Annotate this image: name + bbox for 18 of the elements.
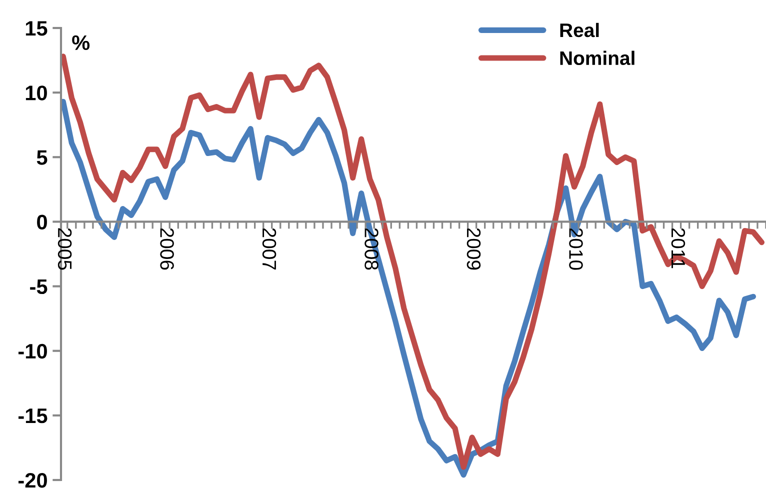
y-tick-label: -15 bbox=[18, 408, 48, 424]
y-axis-title: % bbox=[72, 35, 90, 50]
y-tick-label: 5 bbox=[36, 150, 48, 165]
y-tick-label: 0 bbox=[37, 214, 47, 230]
x-tick-label: 2006 bbox=[160, 228, 174, 270]
x-tick-label: 2005 bbox=[58, 228, 72, 270]
y-tick-label: -20 bbox=[18, 473, 47, 488]
x-tick-label: 2008 bbox=[364, 228, 378, 270]
legend-label: Nominal bbox=[560, 50, 634, 66]
x-tick-label: 2011 bbox=[671, 228, 686, 268]
x-tick-label: 2010 bbox=[569, 228, 583, 270]
y-tick-label: -10 bbox=[18, 344, 47, 359]
x-tick-label: 2009 bbox=[466, 228, 481, 270]
y-tick-label: 10 bbox=[26, 86, 47, 100]
y-tick-label: 15 bbox=[26, 21, 48, 36]
x-tick-label: 2007 bbox=[262, 228, 276, 270]
y-tick-label: -5 bbox=[30, 280, 48, 294]
legend-label: Real bbox=[560, 22, 599, 38]
